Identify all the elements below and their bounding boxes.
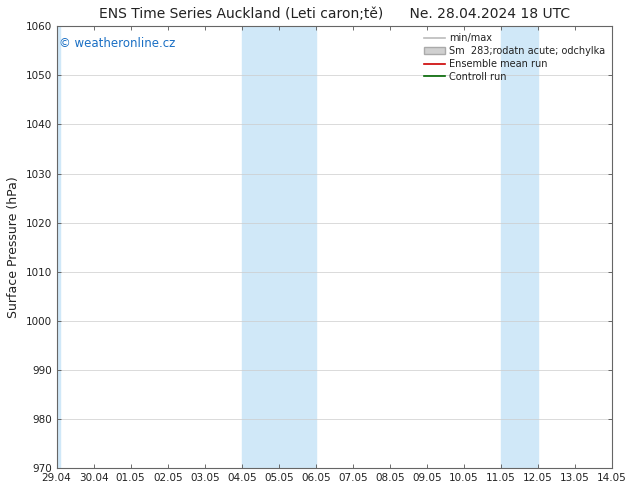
- Y-axis label: Surface Pressure (hPa): Surface Pressure (hPa): [7, 176, 20, 318]
- Bar: [242, 26, 316, 468]
- Bar: [56, 26, 60, 468]
- Legend: min/max, Sm  283;rodatn acute; odchylka, Ensemble mean run, Controll run: min/max, Sm 283;rodatn acute; odchylka, …: [420, 29, 609, 86]
- Bar: [501, 26, 538, 468]
- Title: ENS Time Series Auckland (Leti caron;tě)      Ne. 28.04.2024 18 UTC: ENS Time Series Auckland (Leti caron;tě)…: [99, 7, 570, 21]
- Text: © weatheronline.cz: © weatheronline.cz: [60, 37, 176, 50]
